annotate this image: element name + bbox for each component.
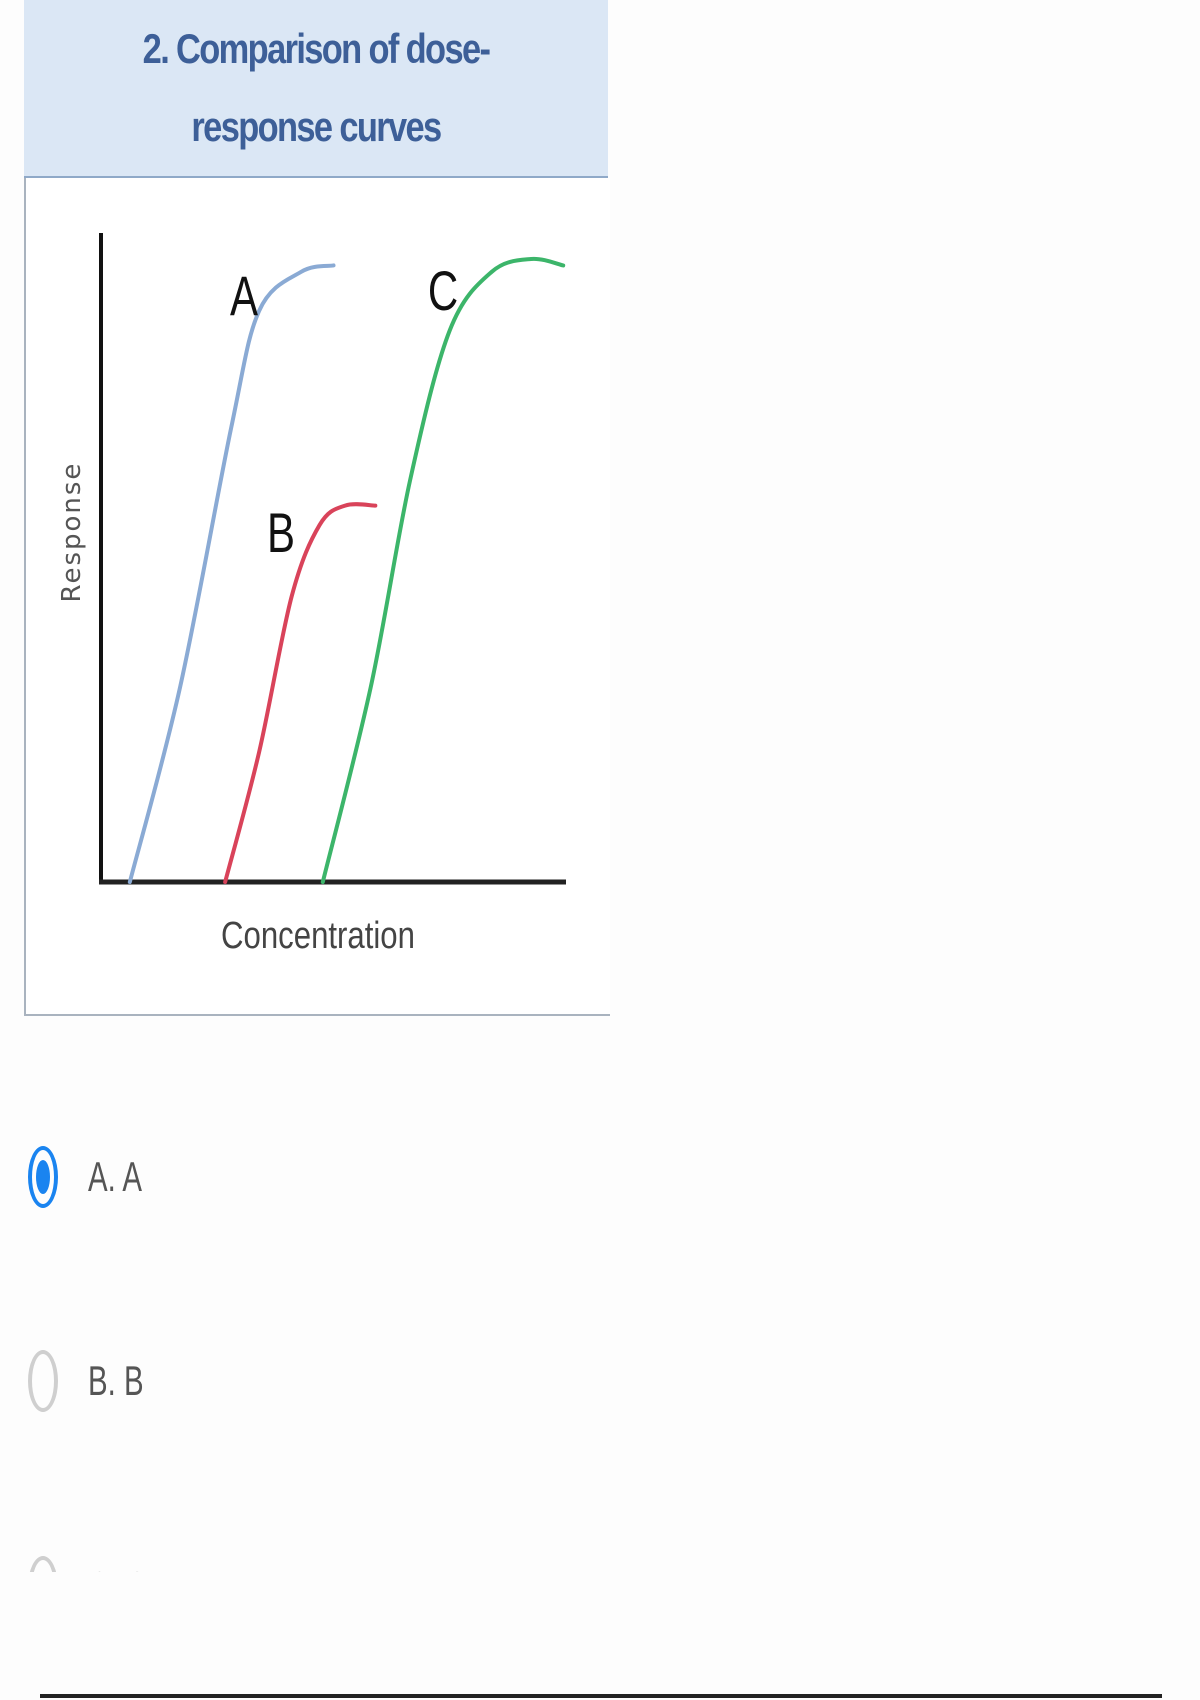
option-a-label: A. A xyxy=(88,1153,142,1200)
option-b-label: B. B xyxy=(88,1357,144,1404)
radio-b[interactable] xyxy=(28,1350,58,1412)
scroll-cutoff xyxy=(0,1572,1200,1662)
question-title: 2. Comparison of dose-response curves xyxy=(142,25,491,150)
series-label-c: C xyxy=(428,260,458,322)
radio-selected-dot xyxy=(36,1160,50,1194)
question-header: 2. Comparison of dose-response curves xyxy=(24,0,608,178)
option-b[interactable]: B. B xyxy=(28,1350,167,1412)
dose-response-chart: Response Concentration A B C xyxy=(57,233,566,957)
chart-panel xyxy=(24,178,610,1016)
curve-b xyxy=(223,502,378,884)
series-label-b: B xyxy=(267,502,295,564)
radio-a[interactable] xyxy=(28,1146,58,1208)
curve-a xyxy=(127,263,336,884)
divider xyxy=(40,1694,1162,1698)
curve-c xyxy=(320,256,566,884)
option-a[interactable]: A. A xyxy=(28,1146,165,1208)
x-axis-label: Concentration xyxy=(221,915,415,957)
series-label-a: A xyxy=(230,265,258,327)
y-axis-label: Response xyxy=(57,462,87,603)
